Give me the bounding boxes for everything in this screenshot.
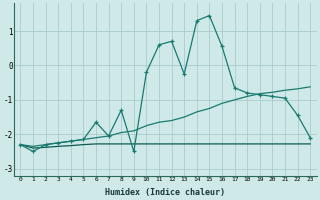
X-axis label: Humidex (Indice chaleur): Humidex (Indice chaleur) <box>105 188 225 197</box>
